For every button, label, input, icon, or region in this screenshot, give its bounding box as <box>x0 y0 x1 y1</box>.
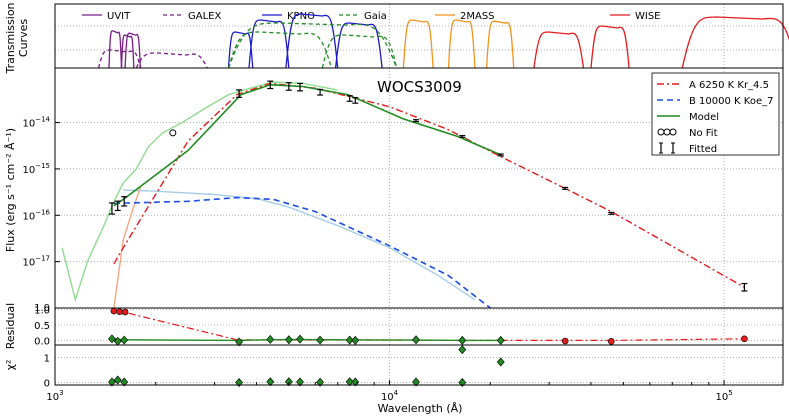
filter-curve-kpno <box>248 19 290 69</box>
x-tick-label: 105 <box>715 389 732 403</box>
transmission-legend-label: 2MASS <box>460 11 495 22</box>
filter-curve-2mass <box>447 19 476 69</box>
filter-curve-2mass <box>402 19 434 69</box>
chi2-frame <box>54 344 784 386</box>
x-axis-ticks: 103 104 105 <box>46 380 733 403</box>
residual-data <box>108 307 748 355</box>
transmission-legend-label: KPNO <box>287 11 315 22</box>
sed-legend-label: Fitted <box>689 144 717 155</box>
spectrum-a-highres <box>61 81 338 303</box>
transmission-legend-label: WISE <box>635 11 661 22</box>
residual-green-point <box>120 335 129 345</box>
filter-curve-gaia <box>321 34 398 69</box>
sed-y-tick-label: 10−17 <box>22 255 50 269</box>
chi2-point <box>113 375 122 385</box>
sed-legend-label: A 6250 K Kr_4.5 <box>689 80 769 91</box>
sed-data <box>61 80 748 309</box>
chi2-y-ticks: 01 <box>44 354 50 390</box>
spectrum-a-uv <box>113 187 142 309</box>
residual-green-point <box>458 345 467 355</box>
sed-y-ticks: 10−17 10−16 10−15 10−14 1.0 <box>22 116 60 314</box>
transmission-ylabel-line1: Transmission <box>4 2 17 74</box>
residual-green-point <box>351 335 360 345</box>
filter-curve-wise <box>590 25 630 69</box>
residual-green-point <box>496 335 505 345</box>
residual-green-point <box>458 335 467 345</box>
x-tick-label: 104 <box>381 389 399 403</box>
chi2-point <box>120 377 129 387</box>
filter-curve-kpno <box>285 13 339 69</box>
residual-red-point <box>741 335 748 343</box>
chi2-point <box>296 377 304 387</box>
x-tick-label: 103 <box>46 389 63 403</box>
chi2-panel: χ² 01 <box>4 344 784 390</box>
chi2-point <box>108 377 116 387</box>
residual-green-point <box>345 335 354 345</box>
transmission-ylabel: Transmission Curves <box>4 2 30 74</box>
transmission-panel: Transmission Curves UVIT GALEX KPNO Gaia 2MA… <box>4 2 789 75</box>
residual-y-tick-label: 0.0 <box>34 336 50 347</box>
chi2-point <box>316 377 324 387</box>
filter-curve-2mass <box>485 20 515 69</box>
residual-green-point <box>296 334 304 344</box>
residual-green-point <box>284 335 293 345</box>
sed-legend-swatch <box>669 128 677 136</box>
chart-title: WOCS3009 <box>377 78 462 96</box>
chi2-ylabel: χ² <box>4 360 17 371</box>
chi2-point <box>496 357 505 367</box>
sed-legend-label: Model <box>689 112 719 123</box>
chi2-point <box>284 377 293 387</box>
filter-curve-gaia <box>227 31 333 69</box>
sed-legend-box <box>651 72 780 156</box>
x-axis-label: Wavelength (Å) <box>378 402 463 415</box>
transmission-ylabel-line2: Curves <box>17 19 30 57</box>
residual-red-point <box>121 308 129 316</box>
nofit-point <box>169 129 177 137</box>
residual-red-point <box>607 337 615 345</box>
chi2-point <box>345 377 354 387</box>
sed-y-tick-label: 10−16 <box>22 208 50 222</box>
component-b-line <box>113 196 491 309</box>
filter-curve-wise <box>533 31 585 69</box>
sed-legend-label: B 10000 K Koe_7 <box>689 96 773 107</box>
residual-green-point <box>266 334 275 344</box>
filter-curve-wise <box>681 16 789 69</box>
residual-y-tick-label: 0.5 <box>34 321 50 332</box>
model-line <box>113 83 502 207</box>
residual-y-tick-label: 1.0 <box>34 306 50 317</box>
sed-panel: Flux (erg s⁻¹ cm⁻² Å⁻¹) 10−1710−1610−151… <box>4 67 784 314</box>
residual-red-point <box>116 308 123 316</box>
filter-curve-gaia <box>227 22 398 69</box>
transmission-legend-label: UVIT <box>107 11 131 22</box>
residual-ylabel: Residual <box>4 303 17 349</box>
filter-curve-galex <box>135 52 208 69</box>
residual-green-point <box>412 335 420 345</box>
chi2-y-tick-label: 1 <box>44 354 50 365</box>
residual-panel: Residual 0.0 0.5 1.0 <box>4 303 784 355</box>
sed-legend-label: No Fit <box>689 128 718 139</box>
chi2-point <box>266 377 275 387</box>
chi2-y-tick-label: 0 <box>44 379 50 390</box>
transmission-legend: UVIT GALEX KPNO Gaia 2MASS WISE <box>82 11 661 22</box>
residual-green-point <box>108 334 116 344</box>
residual-green-point <box>235 337 243 347</box>
chi2-point <box>412 377 420 387</box>
sed-y-tick-label: 10−15 <box>22 162 50 176</box>
sed-y-tick-label-bottom: 1.0 <box>34 303 50 314</box>
residual-red-point <box>110 307 118 315</box>
filter-curve-uvit <box>108 30 123 69</box>
residual-red-point <box>561 337 569 345</box>
transmission-legend-label: GALEX <box>188 11 221 22</box>
sed-y-tick-label: 10−14 <box>22 116 50 130</box>
transmission-legend-label: Gaia <box>364 11 387 22</box>
sed-legend: A 6250 K Kr_4.5 B 10000 K Koe_7 Model No Fi… <box>651 72 780 156</box>
residual-y-ticks: 0.0 0.5 1.0 <box>34 306 50 348</box>
sed-ylabel: Flux (erg s⁻¹ cm⁻² Å⁻¹) <box>4 128 17 252</box>
residual-green-point <box>316 335 324 345</box>
filter-curve-uvit <box>124 32 142 69</box>
